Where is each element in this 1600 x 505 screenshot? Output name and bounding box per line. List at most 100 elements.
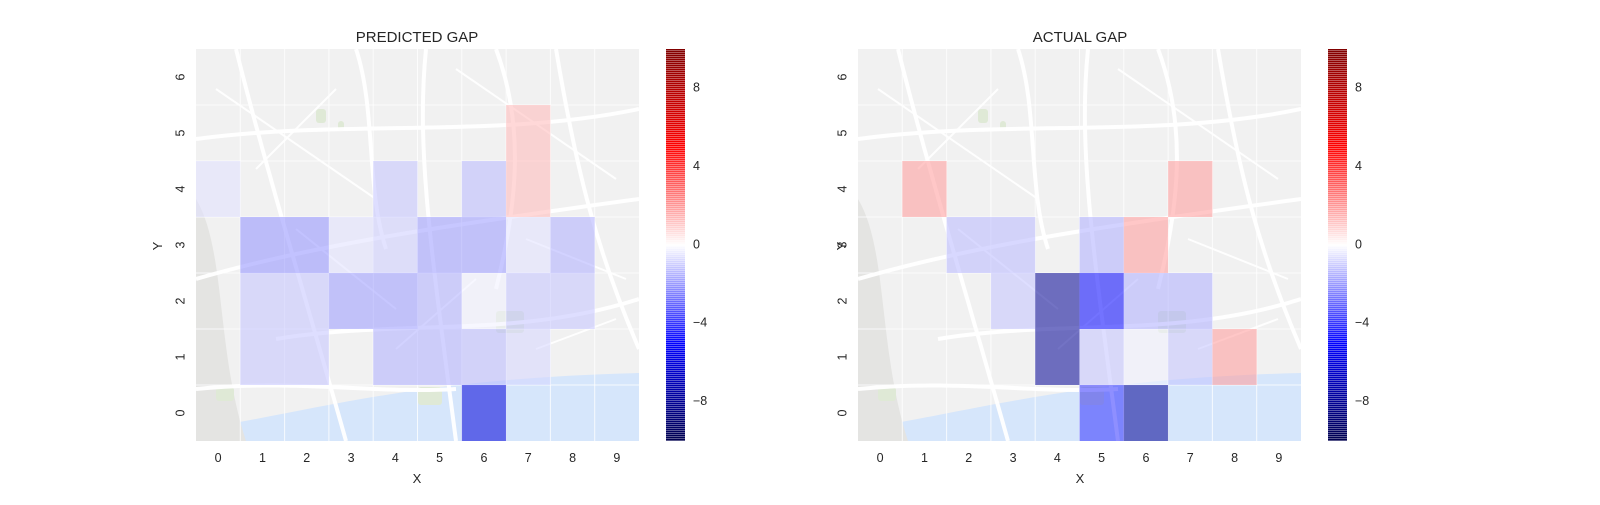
heatmap-plot (858, 49, 1301, 441)
colorbar-tick-label: 0 (693, 237, 700, 251)
x-tick-label: 4 (1054, 451, 1061, 465)
x-tick-label: 5 (1098, 451, 1105, 465)
chart-title: PREDICTED GAP (356, 29, 479, 46)
x-tick-label: 9 (613, 451, 620, 465)
heatmap-cell (328, 217, 374, 273)
colorbar-tick-label: −8 (1355, 394, 1369, 408)
heatmap-cell (461, 161, 507, 217)
y-tick-label: 4 (835, 185, 849, 192)
heatmap-cell (417, 273, 462, 329)
heatmap-cell (373, 273, 418, 329)
heatmap-cell (1123, 385, 1169, 441)
heatmap-cell (1123, 273, 1169, 329)
heatmap-cell (1168, 273, 1213, 329)
colorbar-tick-label: −8 (693, 394, 707, 408)
x-tick-label: 0 (877, 451, 884, 465)
y-axis-label: Y (834, 241, 849, 250)
x-tick-label: 3 (348, 451, 355, 465)
y-tick-label: 4 (173, 185, 187, 192)
y-tick-label: 2 (173, 297, 187, 304)
heatmap-cell (284, 329, 329, 385)
x-tick-label: 3 (1010, 451, 1017, 465)
heatmap-cell (196, 161, 241, 217)
heatmap-cell (461, 329, 507, 385)
x-tick-label: 6 (480, 451, 487, 465)
x-tick-label: 1 (259, 451, 266, 465)
x-axis-label: X (1076, 471, 1085, 486)
heatmap-cells (196, 105, 595, 441)
heatmap-cell (506, 105, 551, 161)
y-tick-label: 6 (835, 73, 849, 80)
heatmap-cell (284, 273, 329, 329)
x-tick-label: 6 (1142, 451, 1149, 465)
heatmap-cell (1123, 217, 1169, 273)
heatmap-cell (328, 273, 374, 329)
heatmap-cell (461, 273, 507, 329)
x-tick-label: 1 (921, 451, 928, 465)
y-tick-label: 0 (173, 409, 187, 416)
heatmap-cell (1035, 273, 1080, 329)
y-tick-label: 5 (835, 129, 849, 136)
heatmap-plot (196, 49, 639, 441)
colorbar-tick-label: 4 (693, 159, 700, 173)
x-tick-label: 9 (1275, 451, 1282, 465)
x-tick-label: 2 (965, 451, 972, 465)
heatmap-cell (990, 273, 1036, 329)
actual-gap-panel: ACTUAL GAP X Y 8 4 0 −4 −8 0 1 2 3 4 5 6 7 8 9 0 1 2 3 4 5 6 (834, 29, 1369, 486)
heatmap-cells (902, 161, 1257, 441)
heatmap-cell (1079, 217, 1124, 273)
heatmap-cell (1079, 329, 1124, 385)
heatmap-cell (1168, 329, 1213, 385)
y-tick-label: 2 (835, 297, 849, 304)
heatmap-cell (373, 329, 418, 385)
heatmap-cell (373, 161, 418, 217)
heatmap-cell (1079, 273, 1124, 329)
heatmap-cell (240, 329, 285, 385)
heatmap-cell (946, 217, 991, 273)
y-tick-label: 0 (835, 409, 849, 416)
x-tick-label: 4 (392, 451, 399, 465)
heatmap-cell (461, 217, 507, 273)
heatmap-cell (373, 217, 418, 273)
heatmap-cell (990, 217, 1036, 273)
heatmap-cell (506, 217, 551, 273)
predicted-gap-panel: PREDICTED GAP X Y 8 4 0 −4 −8 0 1 2 3 4 5 6 7 8 9 0 1 2 3… (150, 29, 707, 486)
colorbar-tick-label: −4 (1355, 316, 1369, 330)
heatmap-cell (1168, 161, 1213, 217)
heatmap-cell (461, 385, 507, 441)
x-tick-label: 8 (569, 451, 576, 465)
y-tick-label: 3 (173, 241, 187, 248)
colorbar-tick-label: 8 (1355, 80, 1362, 94)
y-axis-label: Y (150, 241, 165, 250)
y-tick-label: 1 (173, 353, 187, 360)
x-axis-label: X (413, 471, 422, 486)
x-tick-label: 7 (525, 451, 532, 465)
colorbar: 8 4 0 −4 −8 (666, 49, 707, 441)
heatmap-cell (506, 161, 551, 217)
heatmap-cell (1035, 329, 1080, 385)
x-tick-label: 0 (215, 451, 222, 465)
heatmap-cell (1123, 329, 1169, 385)
heatmap-cell (550, 217, 595, 273)
heatmap-cell (417, 217, 462, 273)
heatmap-cell (1212, 329, 1257, 385)
heatmap-cell (506, 329, 551, 385)
heatmap-cell (506, 273, 551, 329)
colorbar-tick-label: 4 (1355, 159, 1362, 173)
heatmap-cell (240, 217, 285, 273)
x-tick-label: 5 (436, 451, 443, 465)
heatmap-cell (550, 273, 595, 329)
heatmap-cell (417, 329, 462, 385)
colorbar: 8 4 0 −4 −8 (1328, 49, 1369, 441)
y-tick-label: 3 (835, 241, 849, 248)
heatmap-cell (902, 161, 947, 217)
chart-title: ACTUAL GAP (1033, 29, 1127, 46)
x-tick-label: 7 (1187, 451, 1194, 465)
colorbar-tick-label: −4 (693, 316, 707, 330)
y-tick-label: 1 (835, 353, 849, 360)
heatmap-cell (284, 217, 329, 273)
heatmap-cell (1079, 385, 1124, 441)
colorbar-tick-label: 0 (1355, 237, 1362, 251)
